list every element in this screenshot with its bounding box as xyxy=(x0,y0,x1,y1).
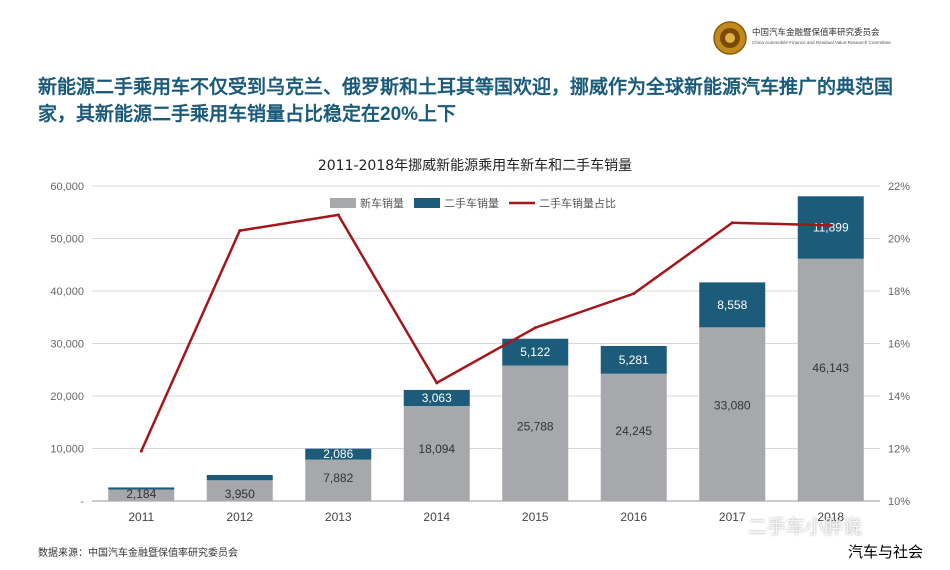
ratio-point xyxy=(632,292,636,296)
legend-label: 二手车销量 xyxy=(444,196,499,210)
bar-used-2015 xyxy=(502,338,569,366)
ratio-point xyxy=(238,229,242,233)
bar-label-new-2013: 7,882 xyxy=(323,471,353,485)
bar-label-used-2016: 5,281 xyxy=(619,353,649,367)
bar-used-2013 xyxy=(305,448,372,460)
y2-tick-label: 12% xyxy=(888,444,910,456)
bar-label-new-2015: 25,788 xyxy=(517,420,554,434)
x-tick-label: 2012 xyxy=(226,510,253,524)
y2-tick-label: 20% xyxy=(888,234,910,246)
bar-new-2013 xyxy=(305,459,372,501)
bar-new-2014 xyxy=(403,406,470,501)
bar-label-new-2011: 2,184 xyxy=(126,487,156,501)
y-tick-label: 60,000 xyxy=(50,181,84,193)
data-source: 数据来源：中国汽车金融暨保值率研究委员会 xyxy=(38,548,238,559)
bar-new-2018 xyxy=(797,258,864,501)
legend-label: 新车销量 xyxy=(360,196,404,210)
bar-label-new-2014: 18,094 xyxy=(418,442,455,456)
y2-tick-label: 10% xyxy=(888,496,910,508)
headline: 新能源二手乘用车不仅受到乌克兰、俄罗斯和土耳其等国欢迎，挪威作为全球新能源汽车推… xyxy=(38,76,894,125)
bar-label-used-2014: 3,063 xyxy=(422,391,452,405)
y2-tick-label: 18% xyxy=(888,286,910,298)
chart-title: 2011-2018年挪威新能源乘用车新车和二手车销量 xyxy=(317,158,633,174)
bar-label-new-2017: 33,080 xyxy=(714,398,751,412)
x-tick-label: 2013 xyxy=(325,510,352,524)
org-name-en: China Automobile Finance and Residual Va… xyxy=(752,40,891,45)
y-tick-label: 50,000 xyxy=(50,234,84,246)
bar-used-2011 xyxy=(108,487,175,490)
bar-used-2018 xyxy=(797,196,864,259)
y-tick-label: - xyxy=(80,496,84,508)
x-tick-label: 2014 xyxy=(423,510,450,524)
headline-highlight: 20% xyxy=(380,104,419,125)
bar-used-2017 xyxy=(699,282,766,328)
bar-new-2015 xyxy=(502,365,569,501)
y-tick-label: 30,000 xyxy=(50,339,84,351)
bar-label-used-2013: 2,086 xyxy=(323,447,353,461)
legend-label: 二手车销量占比 xyxy=(539,196,616,210)
bar-label-used-2015: 5,122 xyxy=(520,345,550,359)
x-tick-label: 2011 xyxy=(128,510,154,524)
bar-label-new-2018: 46,143 xyxy=(812,361,849,375)
watermark: 二手车小胖说 xyxy=(748,516,863,538)
bar-used-2014 xyxy=(403,389,470,407)
y-tick-label: 20,000 xyxy=(50,391,84,403)
legend-swatch xyxy=(330,198,356,208)
ratio-point xyxy=(730,221,734,225)
watermark-2: 汽车与社会 xyxy=(848,543,924,561)
bar-label-used-2017: 8,558 xyxy=(717,298,747,312)
ratio-point xyxy=(139,449,143,453)
x-tick-label: 2015 xyxy=(522,510,549,524)
y-tick-label: 40,000 xyxy=(50,286,84,298)
bar-new-2017 xyxy=(699,327,766,501)
ratio-point xyxy=(829,223,833,227)
ratio-point xyxy=(435,381,439,385)
x-tick-label: 2018 xyxy=(817,510,844,524)
x-tick-label: 2016 xyxy=(620,510,647,524)
bar-used-2016 xyxy=(600,345,667,374)
bar-new-2012 xyxy=(206,480,273,501)
y2-tick-label: 16% xyxy=(888,339,910,351)
y-tick-label: 10,000 xyxy=(50,444,84,456)
y2-tick-label: 22% xyxy=(888,181,910,193)
bar-label-used-2018: 11,899 xyxy=(813,221,849,235)
bar-label-new-2012: 3,950 xyxy=(225,487,255,501)
bar-label-new-2016: 24,245 xyxy=(615,424,652,438)
bar-new-2016 xyxy=(600,373,667,501)
x-tick-label: 2017 xyxy=(719,510,746,524)
ratio-point xyxy=(336,213,340,217)
bar-new-2011 xyxy=(108,489,175,501)
legend-swatch xyxy=(414,198,440,208)
ratio-line xyxy=(140,213,831,452)
logo xyxy=(713,21,747,55)
ratio-point xyxy=(533,326,537,330)
org-name-cn: 中国汽车金融暨保值率研究委员会 xyxy=(752,28,880,38)
y2-tick-label: 14% xyxy=(888,391,910,403)
bar-used-2012 xyxy=(206,475,273,481)
